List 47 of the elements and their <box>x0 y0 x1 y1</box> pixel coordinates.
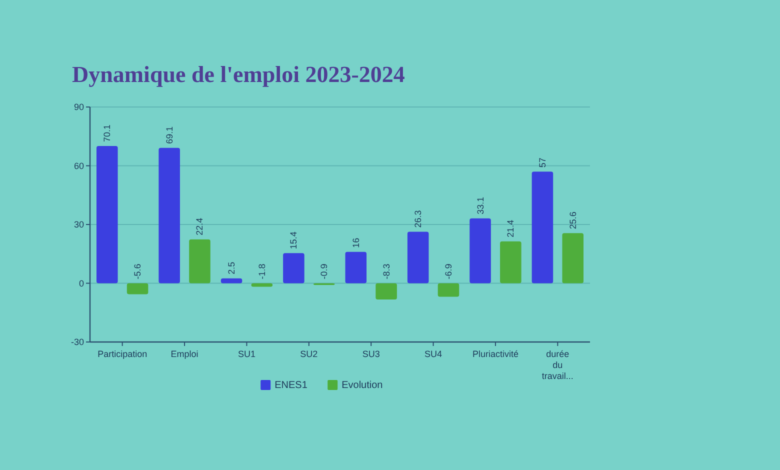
bar <box>470 218 491 284</box>
bar <box>376 283 397 300</box>
data-label: 22.4 <box>194 218 205 236</box>
y-tick-label: 60 <box>74 160 84 171</box>
x-tick-label: SU2 <box>300 349 318 359</box>
x-tick-label: Emploi <box>170 349 198 359</box>
bar <box>532 172 554 284</box>
bar <box>562 233 584 284</box>
data-label: 70.1 <box>102 124 112 142</box>
bar <box>189 239 210 284</box>
data-label: 2.5 <box>226 262 237 274</box>
bar <box>283 253 304 284</box>
data-label: 16 <box>350 238 361 248</box>
data-label: -6.9 <box>443 264 454 280</box>
bar <box>500 241 522 284</box>
data-label: 33.1 <box>475 196 486 214</box>
data-label: -5.6 <box>132 264 143 280</box>
x-tick-label: SU1 <box>238 349 256 359</box>
data-label: -8.3 <box>381 264 392 280</box>
y-tick-label: 0 <box>78 278 84 288</box>
data-label: 57 <box>537 158 548 168</box>
bar <box>126 283 148 294</box>
data-label: -0.9 <box>319 264 330 280</box>
bar <box>96 146 118 284</box>
x-tick-label: SU4 <box>424 349 442 359</box>
data-label: 26.3 <box>413 210 424 228</box>
bar <box>345 252 367 284</box>
y-tick-label: 30 <box>74 220 84 230</box>
y-tick-label: 90 <box>74 102 84 112</box>
x-tick-label: Participation <box>98 349 148 359</box>
bar <box>251 283 273 287</box>
x-tick-label: Pluriactivité <box>472 349 518 359</box>
data-label: 25.6 <box>568 212 578 230</box>
data-label: 21.4 <box>506 220 516 238</box>
bar <box>220 278 242 284</box>
bar <box>158 148 180 284</box>
bar <box>438 283 460 297</box>
chart-title: Dynamique de l'emploi 2023-2024 <box>72 62 406 87</box>
x-tick-label: SU3 <box>362 349 380 359</box>
legend-label: Evolution <box>342 380 383 391</box>
data-label: -1.8 <box>256 264 267 280</box>
data-label: 69.1 <box>164 126 174 144</box>
y-tick-label: -30 <box>70 337 84 348</box>
legend-label: ENES1 <box>274 380 308 391</box>
data-label: 15.4 <box>288 232 299 250</box>
x-tick-label: durée du travail... <box>542 349 574 381</box>
bar <box>407 232 429 284</box>
